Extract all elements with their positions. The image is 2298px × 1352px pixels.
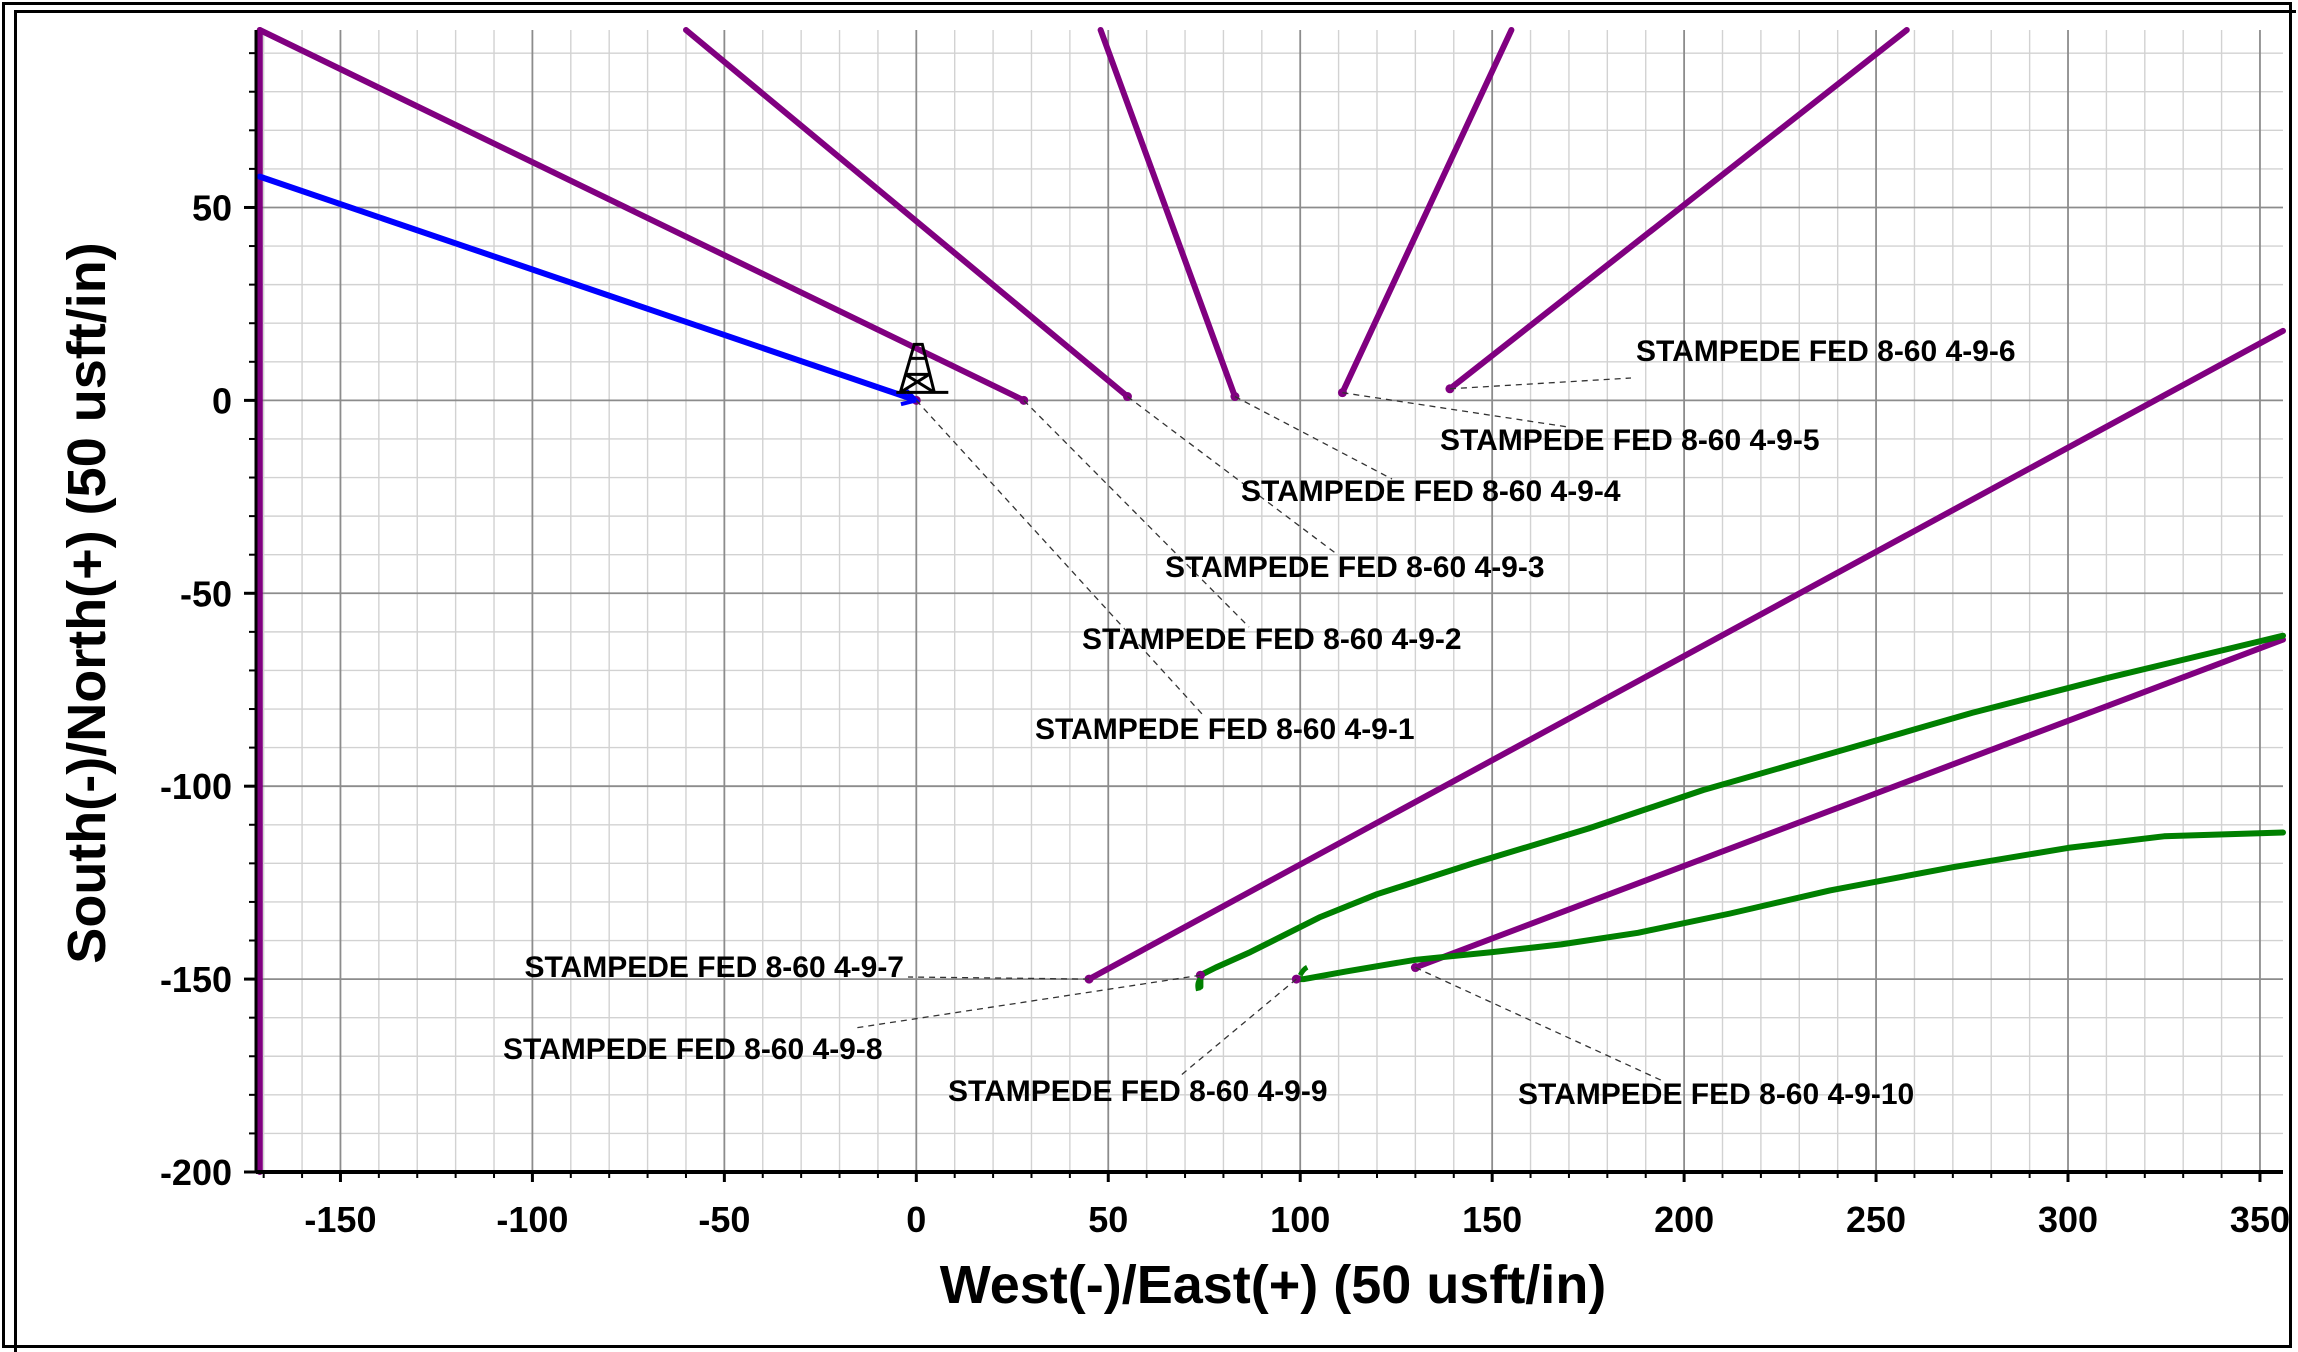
label-leader-line — [1179, 978, 1297, 1077]
green-curl-mark — [1195, 976, 1203, 992]
label-leader-line — [1234, 395, 1393, 480]
x-axis-title: West(-)/East(+) (50 usft/in) — [940, 1255, 1607, 1315]
y-tick-label: -100 — [160, 766, 232, 807]
well-labels: STAMPEDE FED 8-60 4-9-1 STAMPEDE FED 8-60… — [503, 335, 2016, 1111]
minor-grid — [256, 30, 2283, 1172]
well-label-7: STAMPEDE FED 8-60 4-9-7 — [524, 951, 904, 984]
label-leader-line — [1415, 966, 1666, 1083]
y-tick-labels: 50 0 -50 -100 -150 -200 — [160, 52, 256, 1193]
x-tick-label: -100 — [496, 1199, 568, 1240]
well-path-6 — [1446, 27, 1910, 392]
x-tick-label: -50 — [698, 1199, 750, 1240]
well-label-3: STAMPEDE FED 8-60 4-9-3 — [1165, 551, 1545, 584]
x-tick-labels: -150 -100 -50 0 50 100 150 200 250 300 350 — [262, 1172, 2290, 1240]
well-label-8: STAMPEDE FED 8-60 4-9-8 — [503, 1033, 883, 1066]
x-tick-label: 250 — [1846, 1199, 1906, 1240]
well-path-10 — [1197, 632, 2286, 990]
well-label-9: STAMPEDE FED 8-60 4-9-9 — [948, 1075, 1328, 1108]
inner-frame — [14, 10, 2296, 1352]
label-leader-line — [907, 976, 1090, 980]
well-label-1: STAMPEDE FED 8-60 4-9-1 — [1035, 713, 1415, 746]
label-leader-line — [1023, 399, 1250, 628]
y-tick-label: -150 — [160, 959, 232, 1000]
x-tick-label: 150 — [1462, 1199, 1522, 1240]
label-leader-line — [1449, 377, 1632, 390]
y-tick-label: 50 — [192, 187, 232, 228]
well-label-4: STAMPEDE FED 8-60 4-9-4 — [1241, 475, 1621, 508]
well-path-5 — [1339, 27, 1515, 396]
well-label-10: STAMPEDE FED 8-60 4-9-10 — [1518, 1078, 1914, 1111]
well-path-8 — [1412, 636, 2286, 971]
well-path-7 — [1086, 327, 2286, 983]
label-leader-line — [915, 399, 1204, 716]
rig-frame — [896, 342, 949, 394]
drilling-rig-icon — [896, 342, 949, 394]
x-tick-label: 300 — [2038, 1199, 2098, 1240]
well-label-2: STAMPEDE FED 8-60 4-9-2 — [1082, 623, 1462, 656]
label-leader-line — [1342, 392, 1569, 428]
plot-axes — [254, 30, 2283, 1174]
y-tick-label: -50 — [180, 573, 232, 614]
label-leader-line — [854, 974, 1201, 1029]
y-tick-label: -200 — [160, 1152, 232, 1193]
x-tick-label: 350 — [2230, 1199, 2290, 1240]
well-path-11 — [1293, 829, 2286, 983]
well-label-6: STAMPEDE FED 8-60 4-9-6 — [1636, 335, 2016, 368]
label-leaders — [854, 377, 1666, 1083]
well-paths — [256, 27, 2286, 1175]
x-tick-label: 100 — [1270, 1199, 1330, 1240]
x-tick-label: 0 — [906, 1199, 926, 1240]
well-path-9 — [256, 173, 920, 404]
well-path-4 — [1097, 27, 1238, 400]
x-tick-label: -150 — [304, 1199, 376, 1240]
y-axis-title: South(-)/North(+) (50 usft/in) — [57, 242, 117, 963]
green-curl-mark — [1297, 965, 1309, 977]
y-tick-label: 0 — [212, 380, 232, 421]
x-tick-label: 50 — [1088, 1199, 1128, 1240]
well-path-3 — [683, 27, 1131, 400]
x-tick-label: 200 — [1654, 1199, 1714, 1240]
well-path-2 — [256, 27, 1027, 404]
well-label-5: STAMPEDE FED 8-60 4-9-5 — [1440, 424, 1820, 457]
